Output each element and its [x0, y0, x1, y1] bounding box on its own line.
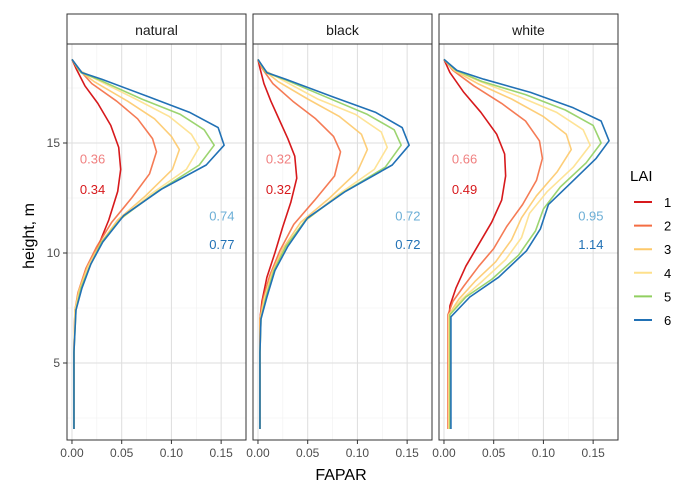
x-axis-title: FAPAR	[315, 467, 366, 484]
legend-label: 5	[664, 289, 671, 304]
x-tick-label: 0.10	[532, 446, 556, 460]
panels-layer: natural 0.36 0.34 0.74 0.77 0.00 0.05 0.10 0.15 5…	[47, 13, 619, 460]
series-line-lai-2	[71, 58, 158, 429]
annotation-label: 0.49	[452, 182, 477, 197]
facet-strip	[66, 13, 247, 45]
panel-border	[66, 43, 247, 441]
annotation-label: 0.32	[266, 151, 291, 166]
annotation-label: 1.14	[578, 237, 603, 252]
facet-panel-natural: natural 0.36 0.34 0.74 0.77 0.00 0.05 0.10 0.15 5…	[47, 13, 247, 460]
x-tick-label: 0.05	[482, 446, 506, 460]
x-tick-label: 0.10	[346, 446, 370, 460]
x-tick-label: 0.15	[209, 446, 233, 460]
annotation-label: 0.66	[452, 151, 477, 166]
annotation-label: 0.74	[209, 209, 234, 224]
annotation-label: 0.72	[395, 237, 420, 252]
annotation-label: 0.32	[266, 182, 291, 197]
facet-strip-label: natural	[135, 22, 178, 38]
facet-panel-black: black 0.32 0.32 0.72 0.72 0.00 0.05 0.10 0.15	[246, 13, 433, 460]
annotation-label: 0.95	[578, 209, 603, 224]
legend-title: LAI	[630, 168, 653, 185]
y-tick-label: 15	[47, 136, 61, 150]
series-line-lai-2	[257, 59, 342, 429]
series-line-lai-3	[71, 58, 181, 429]
legend-label: 4	[664, 266, 671, 281]
y-axis-title: height, m	[21, 203, 38, 269]
annotation-label: 0.34	[80, 182, 105, 197]
x-tick-label: 0.00	[432, 446, 456, 460]
facet-strip	[252, 13, 433, 45]
series-line-lai-4	[443, 58, 591, 429]
facet-panel-white: white 0.66 0.49 0.95 1.14 0.00 0.05 0.10 0.15	[432, 13, 619, 460]
panel-border	[438, 43, 619, 441]
series-line-lai-2	[443, 58, 544, 429]
panel-border	[252, 43, 433, 441]
y-tick-label: 5	[53, 356, 60, 370]
facet-strip	[438, 13, 619, 45]
series-line-lai-3	[443, 58, 573, 429]
facet-strip-label: white	[511, 22, 545, 38]
annotation-label: 0.72	[395, 209, 420, 224]
x-tick-label: 0.00	[246, 446, 270, 460]
x-tick-label: 0.15	[395, 446, 419, 460]
legend: LAI 1 2 3 4 5 6	[630, 168, 671, 328]
series-line-lai-6	[257, 58, 410, 429]
legend-label: 2	[664, 219, 671, 234]
x-tick-label: 0.00	[60, 446, 84, 460]
annotation-label: 0.77	[209, 237, 234, 252]
x-tick-label: 0.15	[581, 446, 605, 460]
y-tick-label: 10	[47, 246, 61, 260]
series-line-lai-5	[443, 58, 602, 429]
series-line-lai-6	[443, 58, 610, 429]
x-tick-label: 0.10	[160, 446, 184, 460]
series-line-lai-1	[257, 59, 298, 429]
series-line-lai-3	[257, 59, 369, 429]
legend-label: 6	[664, 313, 671, 328]
series-line-lai-6	[71, 58, 225, 429]
facet-strip-label: black	[326, 22, 360, 38]
series-line-lai-1	[71, 59, 122, 429]
x-tick-label: 0.05	[296, 446, 320, 460]
annotation-label: 0.36	[80, 151, 105, 166]
x-tick-label: 0.05	[110, 446, 134, 460]
legend-label: 1	[664, 195, 671, 210]
legend-label: 3	[664, 242, 671, 257]
